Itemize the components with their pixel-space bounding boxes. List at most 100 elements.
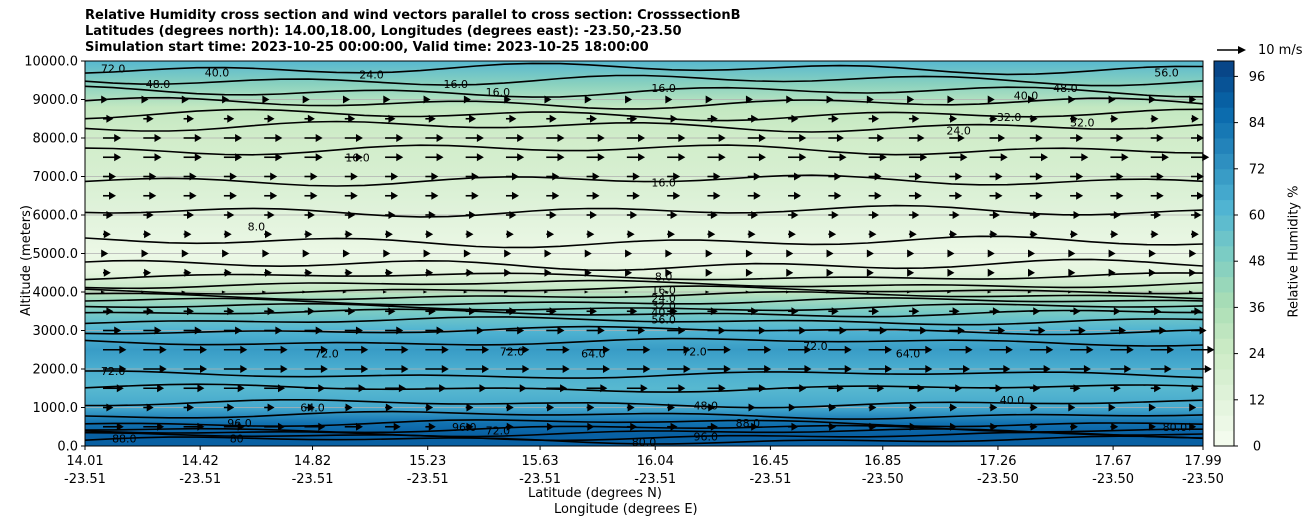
wind-vector-head	[990, 403, 998, 412]
plot-frame	[84, 60, 1204, 447]
wind-vector-head	[1073, 211, 1081, 219]
colorbar-segment	[1214, 307, 1234, 324]
wind-vector-head	[552, 191, 560, 200]
wind-vector	[463, 290, 468, 294]
wind-vector-head	[885, 345, 893, 354]
wind-vector-head	[469, 114, 477, 123]
wind-vector-head	[1076, 172, 1084, 181]
colorbar-frame	[1213, 60, 1235, 447]
wind-vector-head	[1030, 403, 1038, 412]
wind-vector-head	[990, 230, 998, 239]
wind-vector-head	[1076, 191, 1084, 200]
wind-vector-head	[907, 95, 915, 104]
title-line-1: Relative Humidity cross section and wind…	[85, 8, 741, 23]
colorbar-segment	[1214, 168, 1234, 185]
wind-vector	[221, 290, 226, 294]
wind-vector-head	[791, 114, 799, 123]
wind-vector-head	[1116, 134, 1124, 142]
wind-vector-head	[199, 345, 207, 354]
wind-vector-head	[146, 307, 154, 316]
colorbar-segment	[1214, 399, 1234, 416]
wind-vector-head	[600, 384, 608, 393]
wind-vector-head	[957, 326, 965, 335]
wind-vector-head	[667, 230, 675, 239]
wind-vector-head	[350, 172, 358, 181]
wind-vector-head	[469, 211, 477, 219]
wind-vector-head	[718, 134, 726, 142]
wind-vector-head	[877, 134, 885, 142]
wind-vector-head	[708, 403, 716, 412]
wind-vector-head	[1154, 384, 1162, 393]
wind-vector-head	[476, 134, 484, 142]
colorbar-segment	[1214, 138, 1234, 154]
wind-vector-head	[920, 153, 928, 162]
wind-vector-head	[264, 268, 272, 277]
wind-vector-head	[262, 95, 270, 104]
wind-vector-head	[240, 365, 248, 373]
wind-vector-head	[466, 422, 474, 431]
wind-vector-head	[184, 268, 192, 277]
wind-vector-head	[866, 95, 874, 104]
wind-vector-head	[912, 307, 920, 316]
wind-vector-head	[917, 134, 925, 142]
wind-vector-head	[670, 422, 678, 431]
wind-vector-head	[1148, 249, 1156, 258]
contour-label: 72.0	[314, 348, 339, 361]
wind-vector-head	[710, 422, 718, 431]
wind-vector-head	[318, 422, 326, 431]
wind-vector-head	[184, 230, 192, 239]
wind-vector-head	[320, 365, 328, 373]
wind-vector-head	[602, 345, 610, 354]
wind-vector-head	[998, 326, 1006, 335]
wind-vector-head	[872, 307, 880, 316]
wind-vector-head	[227, 307, 235, 316]
wind-vector-head	[630, 114, 638, 123]
wind-vector-head	[506, 230, 514, 239]
wind-vector-head	[1156, 134, 1164, 142]
x-tick-label-lat: 17.99	[1184, 454, 1221, 469]
wind-vector-head	[683, 345, 691, 354]
wind-vector-head	[1035, 172, 1043, 181]
wind-vector-head	[1030, 114, 1038, 123]
wind-vector-head	[836, 384, 844, 393]
contour-line	[84, 96, 1204, 110]
contour-line	[84, 272, 1204, 281]
wind-vector-head	[1194, 307, 1202, 316]
contour-line	[84, 370, 1204, 379]
wind-vector-head	[428, 114, 436, 123]
wind-vector-head	[106, 307, 114, 316]
wind-vector-head	[385, 268, 393, 277]
wind-vector-head	[584, 95, 592, 104]
wind-vector-head	[342, 95, 350, 104]
wind-vector-head	[786, 95, 794, 104]
wind-vector-head	[1033, 384, 1041, 393]
wind-vector-head	[227, 114, 235, 123]
colorbar-segment	[1214, 153, 1234, 170]
wind-vector-head	[1121, 153, 1129, 162]
wind-vector-head	[396, 134, 404, 142]
contour-label: 72.0	[101, 365, 126, 378]
wind-vector-head	[705, 95, 713, 104]
wind-vector-head	[1197, 134, 1204, 142]
x-tick-label-lat: 15.23	[409, 454, 446, 469]
colorbar-tick-label: 36	[1249, 301, 1266, 316]
wind-vector-head	[355, 153, 363, 162]
wind-vector-head	[630, 307, 638, 316]
wind-vector-head	[1159, 326, 1167, 335]
contour-label: 48.0	[1053, 82, 1078, 95]
contour-line	[84, 174, 1204, 187]
wind-vector-head	[114, 153, 122, 162]
wind-vector-head	[625, 268, 633, 277]
wind-vector-head	[723, 365, 731, 373]
wind-vector-head	[1164, 365, 1172, 373]
wind-vector-head	[1073, 384, 1081, 393]
wind-vector	[705, 290, 710, 294]
wind-vector-head	[1035, 191, 1043, 200]
colorbar-segment	[1214, 415, 1234, 432]
contour-label: 24.0	[359, 68, 384, 81]
wind-vector-head	[950, 422, 958, 431]
wind-vector-head	[1156, 191, 1164, 200]
wind-vector-head	[1154, 307, 1162, 316]
colorbar-tick-label: 96	[1249, 70, 1266, 85]
y-tick-label: 8000.0	[33, 132, 79, 147]
